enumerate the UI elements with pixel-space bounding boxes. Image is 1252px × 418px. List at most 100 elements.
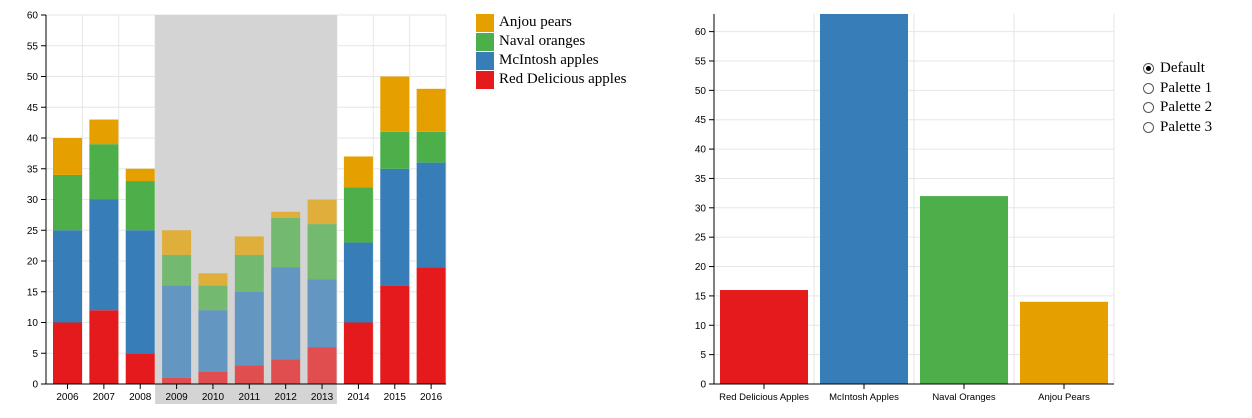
legend-item-mcintosh-apples[interactable]: McIntosh apples xyxy=(476,51,626,70)
bar-anjou-pears-2012 xyxy=(271,211,301,218)
legend-item-anjou-pears[interactable]: Anjou pears xyxy=(476,13,626,32)
x-tick-label: 2009 xyxy=(165,392,188,403)
bar-anjou-pears-2013 xyxy=(307,199,337,225)
y-tick-label: 30 xyxy=(695,203,707,214)
y-tick-label: 40 xyxy=(27,134,39,145)
bar-red-delicious-apples-2015 xyxy=(380,285,410,384)
bar-anjou-pears-2014 xyxy=(343,156,373,188)
palette-option-label: Default xyxy=(1160,60,1205,77)
legend-label-red-delicious-apples: Red Delicious apples xyxy=(499,71,627,87)
y-tick-label: 60 xyxy=(695,27,707,38)
legend-item-naval-oranges[interactable]: Naval oranges xyxy=(476,32,626,51)
palette-option-default[interactable]: Default xyxy=(1143,59,1212,79)
palette-option-label: Palette 3 xyxy=(1160,118,1213,135)
bar-mcintosh-apples-2008 xyxy=(125,230,155,354)
legend-label-mcintosh-apples: McIntosh apples xyxy=(499,52,599,68)
palette-option-label: Palette 2 xyxy=(1160,99,1213,116)
bar-anjou-pears-2016 xyxy=(416,88,446,132)
bar-red-delicious-apples xyxy=(720,290,808,384)
legend-label-anjou-pears: Anjou pears xyxy=(499,14,572,30)
bar-mcintosh-apples-2013 xyxy=(307,279,337,348)
bar-naval-oranges-2011 xyxy=(234,254,264,292)
x-tick-label: 2012 xyxy=(275,392,298,403)
legend-swatch-anjou-pears xyxy=(476,13,494,32)
bar-anjou-pears-2006 xyxy=(53,138,82,175)
bar-mcintosh-apples-2010 xyxy=(198,310,228,372)
y-tick-label: 45 xyxy=(27,103,39,114)
legend-swatch-naval-oranges xyxy=(476,32,494,51)
bar-red-delicious-apples-2008 xyxy=(125,353,155,384)
palette-option-3[interactable]: Palette 3 xyxy=(1143,118,1212,138)
y-tick-label: 35 xyxy=(27,164,39,175)
palette-option-2[interactable]: Palette 2 xyxy=(1143,98,1212,118)
x-tick-label: Naval Oranges xyxy=(932,392,996,403)
bar-anjou-pears-2007 xyxy=(89,119,119,145)
y-tick-label: 40 xyxy=(695,145,707,156)
y-tick-label: 5 xyxy=(32,349,38,360)
legend-label-naval-oranges: Naval oranges xyxy=(499,33,586,49)
x-tick-label: Anjou Pears xyxy=(1038,392,1090,403)
radio-button-palette-2[interactable] xyxy=(1143,102,1154,114)
bar-red-delicious-apples-2016 xyxy=(416,267,446,384)
y-tick-label: 0 xyxy=(700,380,706,391)
y-tick-label: 25 xyxy=(27,226,39,237)
bar-naval-oranges-2013 xyxy=(307,224,337,280)
y-tick-label: 25 xyxy=(695,233,707,244)
radio-button-default[interactable] xyxy=(1143,63,1154,75)
bar-red-delicious-apples-2013 xyxy=(307,347,337,384)
legend-item-red-delicious-apples[interactable]: Red Delicious apples xyxy=(476,70,626,89)
bar-naval-oranges-2007 xyxy=(89,144,119,200)
radio-button-palette-3[interactable] xyxy=(1143,121,1154,133)
y-tick-label: 55 xyxy=(695,56,707,67)
bar-red-delicious-apples-2010 xyxy=(198,371,228,384)
bar-naval-oranges-2015 xyxy=(380,131,410,169)
bar-naval-oranges-2012 xyxy=(271,217,301,268)
x-tick-label: 2013 xyxy=(311,392,334,403)
bar-red-delicious-apples-2009 xyxy=(162,377,192,384)
legend-swatch-mcintosh-apples xyxy=(476,51,494,70)
bar-red-delicious-apples-2007 xyxy=(89,310,119,384)
y-tick-label: 50 xyxy=(27,72,39,83)
x-tick-label: 2016 xyxy=(420,392,443,403)
legend-swatch-red-delicious-apples xyxy=(476,70,494,89)
bar-mcintosh-apples-2014 xyxy=(343,242,373,323)
palette-radio-group: Default Palette 1 Palette 2 Palette 3 xyxy=(1143,59,1212,137)
bar-naval-oranges-2009 xyxy=(162,254,192,286)
y-tick-label: 20 xyxy=(695,262,707,273)
y-tick-label: 20 xyxy=(27,257,39,268)
y-tick-label: 10 xyxy=(27,318,39,329)
x-tick-label: 2010 xyxy=(202,392,225,403)
bar-mcintosh-apples-2016 xyxy=(416,162,446,268)
bar-red-delicious-apples-2006 xyxy=(53,322,82,384)
bar-red-delicious-apples-2014 xyxy=(343,322,373,384)
bar-mcintosh-apples-2012 xyxy=(271,267,301,360)
stacked-chart-legend: Anjou pears Naval oranges McIntosh apple… xyxy=(476,13,626,89)
bar-anjou-pears-2010 xyxy=(198,273,228,286)
bar-anjou-pears-2009 xyxy=(162,230,192,255)
bar-naval-oranges-2010 xyxy=(198,285,228,311)
y-tick-label: 30 xyxy=(27,195,39,206)
x-tick-label: McIntosh Apples xyxy=(829,392,899,403)
y-tick-label: 45 xyxy=(695,115,707,126)
bar-naval-oranges-2014 xyxy=(343,187,373,243)
bar-mcintosh-apples xyxy=(820,14,908,384)
x-tick-label: 2014 xyxy=(347,392,370,403)
y-tick-label: 50 xyxy=(695,86,707,97)
y-tick-label: 10 xyxy=(695,321,707,332)
radio-button-palette-1[interactable] xyxy=(1143,82,1154,94)
y-tick-label: 35 xyxy=(695,174,707,185)
y-tick-label: 15 xyxy=(695,291,707,302)
x-tick-label: Red Delicious Apples xyxy=(719,392,809,403)
bar-anjou-pears xyxy=(1020,301,1108,384)
bar-naval-oranges-2008 xyxy=(125,181,155,231)
x-tick-label: 2007 xyxy=(93,392,116,403)
palette-option-1[interactable]: Palette 1 xyxy=(1143,79,1212,99)
stacked-bar-chart: 0 5 10 15 20 25 30 35 40 45 50 55 60 2006 2007 2008 2009… xyxy=(27,11,447,404)
y-tick-label: 0 xyxy=(32,380,38,391)
bar-mcintosh-apples-2006 xyxy=(53,230,82,323)
y-tick-label: 15 xyxy=(27,287,39,298)
bar-red-delicious-apples-2012 xyxy=(271,359,301,384)
x-tick-label: 2008 xyxy=(129,392,152,403)
bar-naval-oranges-2016 xyxy=(416,131,446,163)
bar-mcintosh-apples-2007 xyxy=(89,199,119,311)
